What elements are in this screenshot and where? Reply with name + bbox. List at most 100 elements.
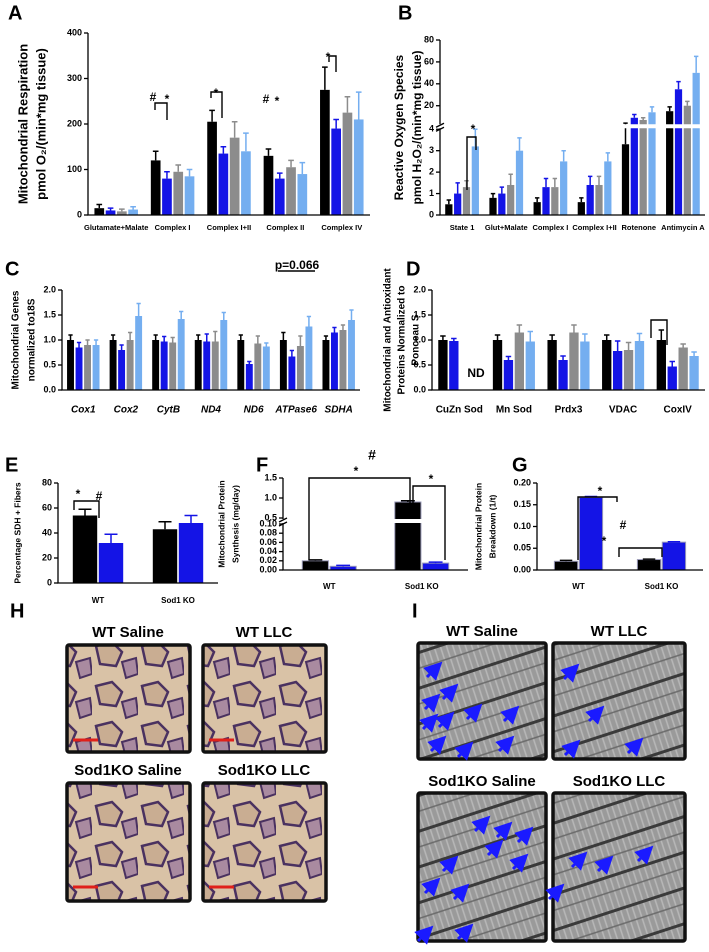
x-tick-label: Prdx3: [555, 405, 583, 416]
x-tick-label: Antimycin A: [661, 223, 705, 232]
bar: [194, 340, 202, 390]
bar: [492, 340, 503, 390]
y-tick-label: 0.5: [413, 359, 426, 369]
bar: [489, 197, 497, 215]
bar: [515, 150, 524, 215]
panel-letter: D: [406, 258, 420, 280]
error-bar: [349, 309, 354, 320]
panel-letter: B: [398, 2, 412, 24]
micrograph: [201, 643, 328, 754]
error-bar: [494, 334, 501, 340]
panel-letter: H: [10, 600, 24, 622]
x-tick-label: ND4: [201, 405, 221, 416]
y-tick-label: 40: [424, 78, 434, 88]
error-bar: [625, 341, 632, 350]
axis-break: [434, 124, 707, 129]
y-tick-label: 0.00: [259, 564, 277, 574]
y-axis-label: normalized to18S: [27, 298, 38, 381]
x-tick-label: SDHA: [325, 405, 353, 416]
error-bar: [455, 182, 460, 194]
bar: [514, 332, 525, 390]
bar: [595, 184, 603, 215]
annotation: ND: [467, 366, 485, 380]
error-bar: [93, 339, 99, 345]
bar: [578, 496, 604, 571]
bar: [449, 341, 459, 390]
error-bar: [170, 336, 175, 343]
error-bar: [220, 146, 227, 154]
error-bar: [213, 330, 218, 342]
bar: [254, 343, 262, 390]
bar: [75, 347, 83, 390]
bar: [462, 187, 471, 215]
error-bar: [306, 315, 312, 327]
x-tick-label: Sod1 KO: [405, 582, 439, 591]
bar: [692, 72, 700, 215]
bar: [445, 204, 453, 215]
axes: [431, 290, 705, 391]
error-bar: [130, 206, 136, 210]
y-tick-label: 0.10: [259, 518, 277, 528]
error-bar: [596, 175, 602, 185]
bar: [92, 345, 100, 390]
bar: [667, 366, 677, 390]
bar: [173, 171, 184, 215]
error-bar: [691, 351, 697, 356]
y-axis-label: Mitochondrial Protein: [473, 483, 483, 570]
error-bar: [152, 150, 159, 161]
arrow: [495, 735, 515, 755]
error-bar: [298, 335, 303, 346]
arrow: [594, 855, 614, 875]
bar: [569, 332, 579, 390]
significance-bracket: [618, 547, 663, 557]
bar: [683, 105, 691, 215]
error-bar: [543, 177, 549, 188]
error-bar: [636, 332, 643, 341]
y-tick-label: 200: [67, 118, 82, 128]
error-bar: [76, 341, 82, 348]
bar: [220, 320, 228, 390]
x-tick-label: ATPase6: [274, 405, 317, 416]
x-tick-label: Complex I: [532, 223, 568, 232]
arrow: [439, 683, 459, 703]
error-bar: [299, 161, 306, 175]
error-bar: [276, 172, 283, 179]
significance-bracket: [73, 500, 100, 518]
arrow: [514, 826, 534, 846]
micrograph-label: Sod1KO LLC: [218, 762, 311, 779]
arrow: [500, 705, 520, 725]
error-bar: [499, 186, 505, 194]
panel-letter: E: [5, 454, 18, 476]
y-tick-label: 1.0: [43, 334, 56, 344]
error-bar: [516, 324, 523, 333]
x-tick-label: ND6: [244, 405, 264, 416]
y-axis-label: pmol H₂O₂/(min*mg tissue): [410, 50, 424, 204]
bar: [547, 340, 557, 390]
error-bar: [136, 302, 141, 316]
bar: [454, 193, 462, 215]
bar: [604, 161, 612, 215]
significance-bracket: [328, 55, 337, 72]
y-tick-label: 0.15: [513, 499, 531, 509]
micrograph: [416, 641, 548, 761]
bar: [135, 316, 143, 390]
bar: [639, 119, 647, 215]
error-bar: [552, 177, 558, 188]
arrow: [585, 705, 605, 725]
error-bar: [693, 55, 699, 73]
axes: [61, 290, 360, 391]
y-tick-label: 1.5: [43, 309, 56, 319]
annotation: #: [150, 90, 157, 104]
error-bar: [534, 197, 540, 203]
x-tick-label: Complex I+II: [572, 223, 616, 232]
error-bar: [517, 137, 522, 151]
error-bar: [508, 173, 513, 185]
error-bar: [186, 168, 193, 177]
error-bar: [446, 199, 452, 205]
y-tick-label: 0.5: [43, 359, 56, 369]
bar: [577, 202, 585, 215]
error-bar: [605, 152, 611, 162]
bar: [178, 523, 204, 583]
y-tick-label: 0.00: [513, 564, 531, 574]
error-bar: [549, 334, 555, 340]
